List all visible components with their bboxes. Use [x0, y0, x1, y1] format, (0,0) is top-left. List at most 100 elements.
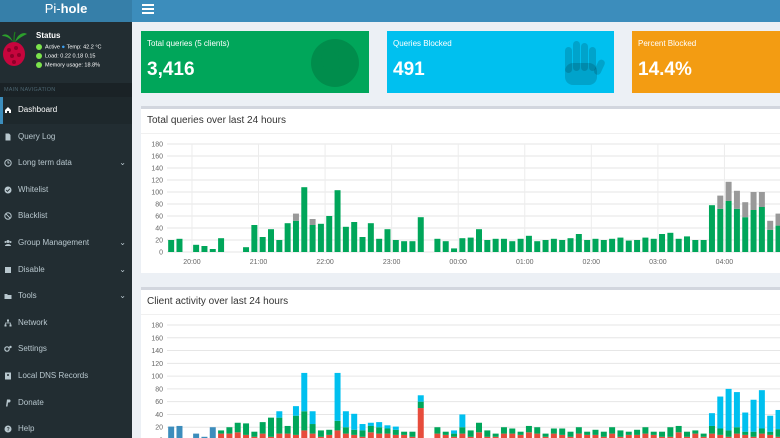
bar-segment[interactable]	[243, 247, 250, 252]
bar-segment[interactable]	[717, 434, 724, 438]
bar-segment[interactable]	[509, 428, 516, 434]
bar-segment[interactable]	[567, 238, 574, 252]
total-queries-box[interactable]: Total queries (5 clients) 3,416	[141, 31, 369, 93]
bar-segment[interactable]	[767, 229, 774, 252]
bar-segment[interactable]	[567, 436, 574, 438]
bar-segment[interactable]	[476, 422, 482, 433]
bar-segment[interactable]	[226, 433, 233, 438]
bar-segment[interactable]	[193, 244, 200, 252]
bar-segment[interactable]	[742, 202, 749, 218]
sidebar-item-blacklist[interactable]: Blacklist	[0, 203, 132, 230]
bar-segment[interactable]	[351, 429, 358, 435]
bar-segment[interactable]	[367, 422, 374, 426]
sidebar-item-group-management[interactable]: Group Management ⌄	[0, 230, 132, 257]
bar-segment[interactable]	[268, 436, 274, 438]
bar-segment[interactable]	[733, 190, 740, 209]
sidebar-item-local-dns-records[interactable]: Local DNS Records	[0, 363, 132, 390]
bar-segment[interactable]	[684, 431, 690, 437]
bar-segment[interactable]	[742, 431, 749, 435]
bar-segment[interactable]	[725, 430, 732, 437]
bar-segment[interactable]	[509, 241, 516, 252]
bar-segment[interactable]	[550, 238, 557, 252]
bar-segment[interactable]	[359, 424, 366, 431]
bar-segment[interactable]	[351, 434, 358, 438]
bar-segment[interactable]	[218, 433, 225, 438]
bar-segment[interactable]	[567, 431, 574, 437]
bar-segment[interactable]	[708, 425, 715, 434]
bar-segment[interactable]	[575, 234, 582, 252]
chevron-down-icon[interactable]: ⌄	[119, 158, 126, 168]
bar-segment[interactable]	[717, 208, 724, 252]
bar-segment[interactable]	[725, 388, 732, 431]
bar-segment[interactable]	[625, 431, 632, 435]
bar-segment[interactable]	[409, 436, 416, 438]
bar-segment[interactable]	[708, 413, 715, 426]
bar-segment[interactable]	[292, 406, 299, 416]
bar-segment[interactable]	[667, 436, 674, 438]
bar-segment[interactable]	[392, 429, 399, 435]
bar-segment[interactable]	[650, 434, 657, 438]
bar-segment[interactable]	[742, 434, 749, 438]
bar-segment[interactable]	[201, 246, 208, 252]
bar-segment[interactable]	[492, 436, 499, 438]
bar-segment[interactable]	[584, 434, 591, 438]
chevron-down-icon[interactable]: ⌄	[119, 291, 126, 301]
bar-segment[interactable]	[384, 229, 391, 252]
bar-segment[interactable]	[642, 433, 649, 438]
bar-segment[interactable]	[600, 240, 607, 252]
bar-segment[interactable]	[442, 434, 449, 438]
bar-segment[interactable]	[309, 225, 316, 252]
bar-segment[interactable]	[301, 187, 308, 252]
bar-segment[interactable]	[334, 420, 341, 431]
bar-segment[interactable]	[542, 436, 549, 438]
sidebar-item-dashboard[interactable]: Dashboard	[0, 97, 132, 124]
bar-segment[interactable]	[243, 434, 250, 438]
bar-segment[interactable]	[750, 399, 757, 432]
bar-segment[interactable]	[401, 431, 408, 435]
bar-segment[interactable]	[717, 428, 724, 435]
bar-segment[interactable]	[717, 195, 724, 209]
bar-segment[interactable]	[359, 436, 366, 438]
bar-segment[interactable]	[292, 415, 299, 435]
bar-segment[interactable]	[650, 431, 657, 435]
bar-segment[interactable]	[209, 249, 216, 252]
sidebar-item-network[interactable]: Network	[0, 310, 132, 337]
bar-segment[interactable]	[617, 237, 624, 252]
sidebar-item-tools[interactable]: Tools ⌄	[0, 283, 132, 310]
bar-segment[interactable]	[525, 432, 532, 438]
bar-segment[interactable]	[733, 208, 740, 252]
bar-segment[interactable]	[301, 372, 308, 412]
bar-segment[interactable]	[484, 436, 491, 438]
bar-segment[interactable]	[234, 432, 241, 438]
bar-segment[interactable]	[392, 426, 399, 430]
bar-segment[interactable]	[659, 431, 666, 437]
bar-segment[interactable]	[276, 240, 283, 252]
bar-segment[interactable]	[484, 430, 491, 437]
bar-segment[interactable]	[659, 436, 666, 438]
bar-segment[interactable]	[634, 240, 641, 252]
bar-segment[interactable]	[334, 430, 341, 438]
bar-segment[interactable]	[684, 436, 690, 438]
bar-segment[interactable]	[451, 430, 458, 434]
bar-segment[interactable]	[409, 241, 416, 252]
bar-segment[interactable]	[417, 401, 424, 409]
bar-segment[interactable]	[434, 433, 441, 438]
bar-segment[interactable]	[775, 225, 780, 252]
bar-segment[interactable]	[367, 223, 374, 252]
bar-segment[interactable]	[775, 436, 780, 438]
bar-segment[interactable]	[367, 425, 374, 433]
bar-segment[interactable]	[692, 430, 699, 434]
bar-segment[interactable]	[451, 248, 458, 252]
bar-segment[interactable]	[301, 430, 308, 438]
bar-segment[interactable]	[650, 238, 657, 252]
chevron-down-icon[interactable]: ⌄	[119, 237, 126, 247]
bar-segment[interactable]	[292, 434, 299, 438]
bar-segment[interactable]	[592, 238, 599, 252]
bar-segment[interactable]	[758, 433, 765, 438]
bar-segment[interactable]	[500, 433, 507, 438]
bar-segment[interactable]	[750, 210, 757, 252]
bar-segment[interactable]	[692, 433, 699, 438]
bar-segment[interactable]	[550, 428, 557, 434]
sidebar-item-disable[interactable]: Disable ⌄	[0, 257, 132, 284]
